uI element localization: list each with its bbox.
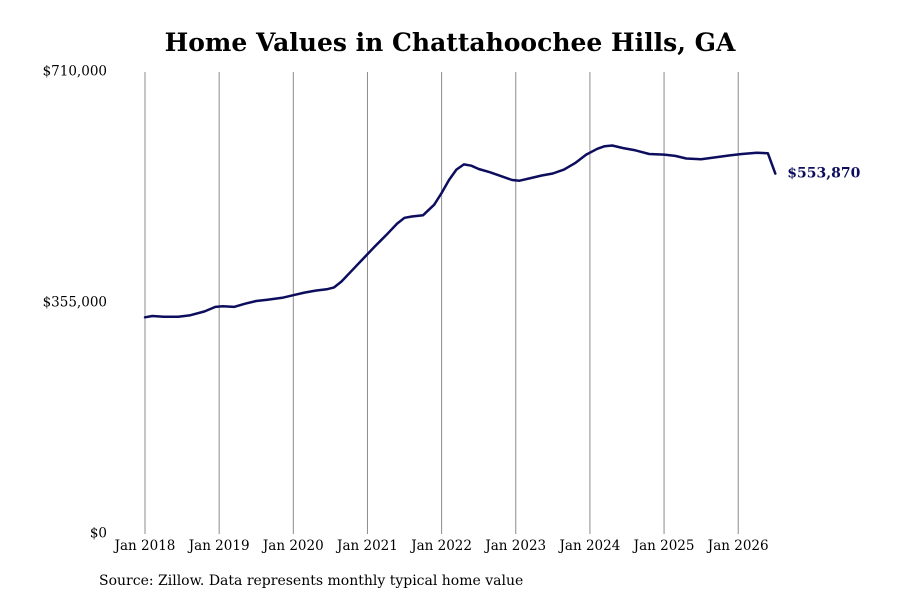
x-tick-label: Jan 2023 bbox=[483, 538, 546, 554]
y-tick-label: $355,000 bbox=[43, 295, 107, 311]
x-tick-label: Jan 2025 bbox=[632, 538, 695, 554]
y-axis-labels: $0 $355,000 $710,000 bbox=[43, 64, 107, 542]
end-value-label: $553,870 bbox=[787, 166, 860, 182]
y-tick-label: $0 bbox=[90, 526, 107, 542]
chart-title: Home Values in Chattahoochee Hills, GA bbox=[164, 28, 736, 57]
x-tick-label: Jan 2018 bbox=[113, 538, 176, 554]
source-note: Source: Zillow. Data represents monthly … bbox=[99, 573, 524, 589]
gridlines bbox=[144, 72, 739, 534]
series-layer bbox=[143, 144, 777, 319]
x-tick-label: Jan 2020 bbox=[261, 538, 324, 554]
x-tick-label: Jan 2019 bbox=[187, 538, 250, 554]
series-line bbox=[143, 144, 777, 319]
x-tick-label: Jan 2026 bbox=[706, 538, 769, 554]
x-tick-label: Jan 2022 bbox=[409, 538, 472, 554]
x-tick-label: Jan 2021 bbox=[335, 538, 398, 554]
y-tick-label: $710,000 bbox=[43, 64, 107, 80]
x-axis-labels: Jan 2018 Jan 2019 Jan 2020 Jan 2021 Jan 2022… bbox=[113, 538, 769, 554]
x-tick-label: Jan 2024 bbox=[558, 538, 621, 554]
